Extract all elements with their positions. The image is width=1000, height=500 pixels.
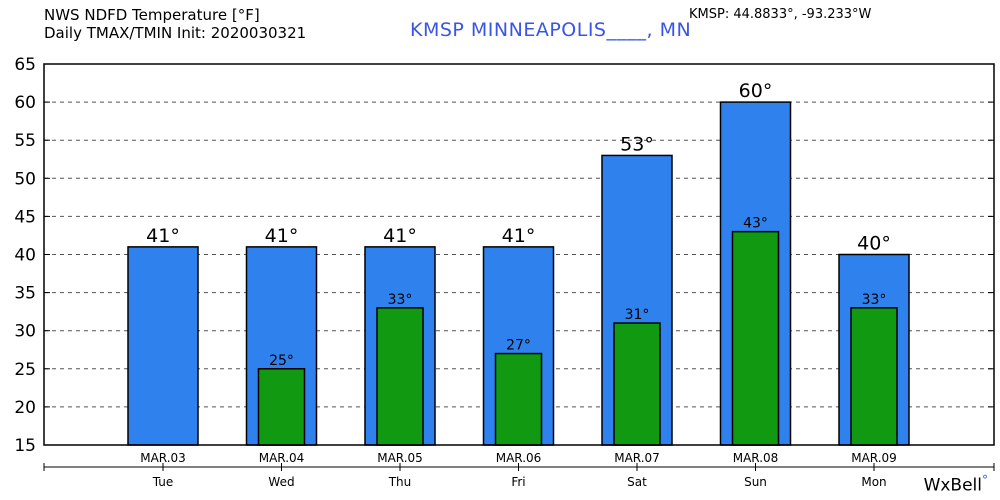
station-coords: KMSP: 44.8833°, -93.233°W xyxy=(689,7,872,22)
tmin-label: 25° xyxy=(269,353,294,369)
tmin-label: 43° xyxy=(743,216,768,232)
tmin-label: 33° xyxy=(388,292,413,308)
y-tick-label: 35 xyxy=(14,284,36,304)
x-day-label: Fri xyxy=(511,475,525,489)
tmin-bar xyxy=(376,307,424,446)
y-tick-label: 30 xyxy=(14,322,36,342)
header-line2: Daily TMAX/TMIN Init: 2020030321 xyxy=(44,24,307,42)
x-day-label: Thu xyxy=(388,475,412,489)
tmin-bar xyxy=(257,368,306,446)
y-tick-label: 40 xyxy=(14,246,36,266)
tmin-label: 27° xyxy=(506,338,531,354)
tmax-label: 53° xyxy=(620,133,654,155)
plot-frame xyxy=(43,63,995,446)
x-date-label: MAR.05 xyxy=(377,451,423,465)
x-day-label: Wed xyxy=(268,475,294,489)
tmin-bar xyxy=(613,322,661,446)
tmax-label: 41° xyxy=(265,225,299,247)
y-tick-label: 20 xyxy=(14,398,36,418)
x-date-label: MAR.09 xyxy=(851,451,897,465)
x-day-label: Mon xyxy=(861,475,886,489)
y-tick-label: 55 xyxy=(14,131,36,151)
station-title: KMSP MINNEAPOLIS____, MN xyxy=(410,19,692,41)
tmax-bar xyxy=(127,246,199,446)
x-date-label: MAR.07 xyxy=(614,451,660,465)
y-tick-label: 25 xyxy=(14,360,36,380)
header-line1: NWS NDFD Temperature [°F] xyxy=(44,6,260,24)
tmin-label: 33° xyxy=(862,292,887,308)
x-day-label: Sun xyxy=(744,475,767,489)
tmin-bar xyxy=(850,307,898,446)
tmin-bar xyxy=(731,230,780,446)
wxbell-logo: WxBell° xyxy=(924,473,988,496)
x-day-label: Tue xyxy=(152,475,174,489)
y-tick-label: 60 xyxy=(14,93,36,113)
y-tick-label: 65 xyxy=(14,55,36,75)
tmax-label: 41° xyxy=(383,225,417,247)
y-tick-label: 45 xyxy=(14,207,36,227)
y-tick-label: 50 xyxy=(14,169,36,189)
logo-dot: ° xyxy=(982,473,988,488)
x-day-label: Sat xyxy=(627,475,647,489)
tmax-label: 41° xyxy=(502,225,536,247)
tmin-bar xyxy=(494,352,543,446)
tmin-label: 31° xyxy=(625,307,650,323)
header-left: NWS NDFD Temperature [°F] Daily TMAX/TMIN… xyxy=(44,6,306,42)
x-date-label: MAR.03 xyxy=(140,451,186,465)
tmax-label: 41° xyxy=(146,225,180,247)
x-date-label: MAR.04 xyxy=(259,451,305,465)
logo-text: WxBell xyxy=(923,476,982,496)
tmax-label: 60° xyxy=(739,80,773,102)
x-date-label: MAR.06 xyxy=(496,451,542,465)
y-tick-label: 15 xyxy=(14,436,36,456)
tmax-label: 40° xyxy=(857,233,891,255)
x-date-label: MAR.08 xyxy=(733,451,779,465)
